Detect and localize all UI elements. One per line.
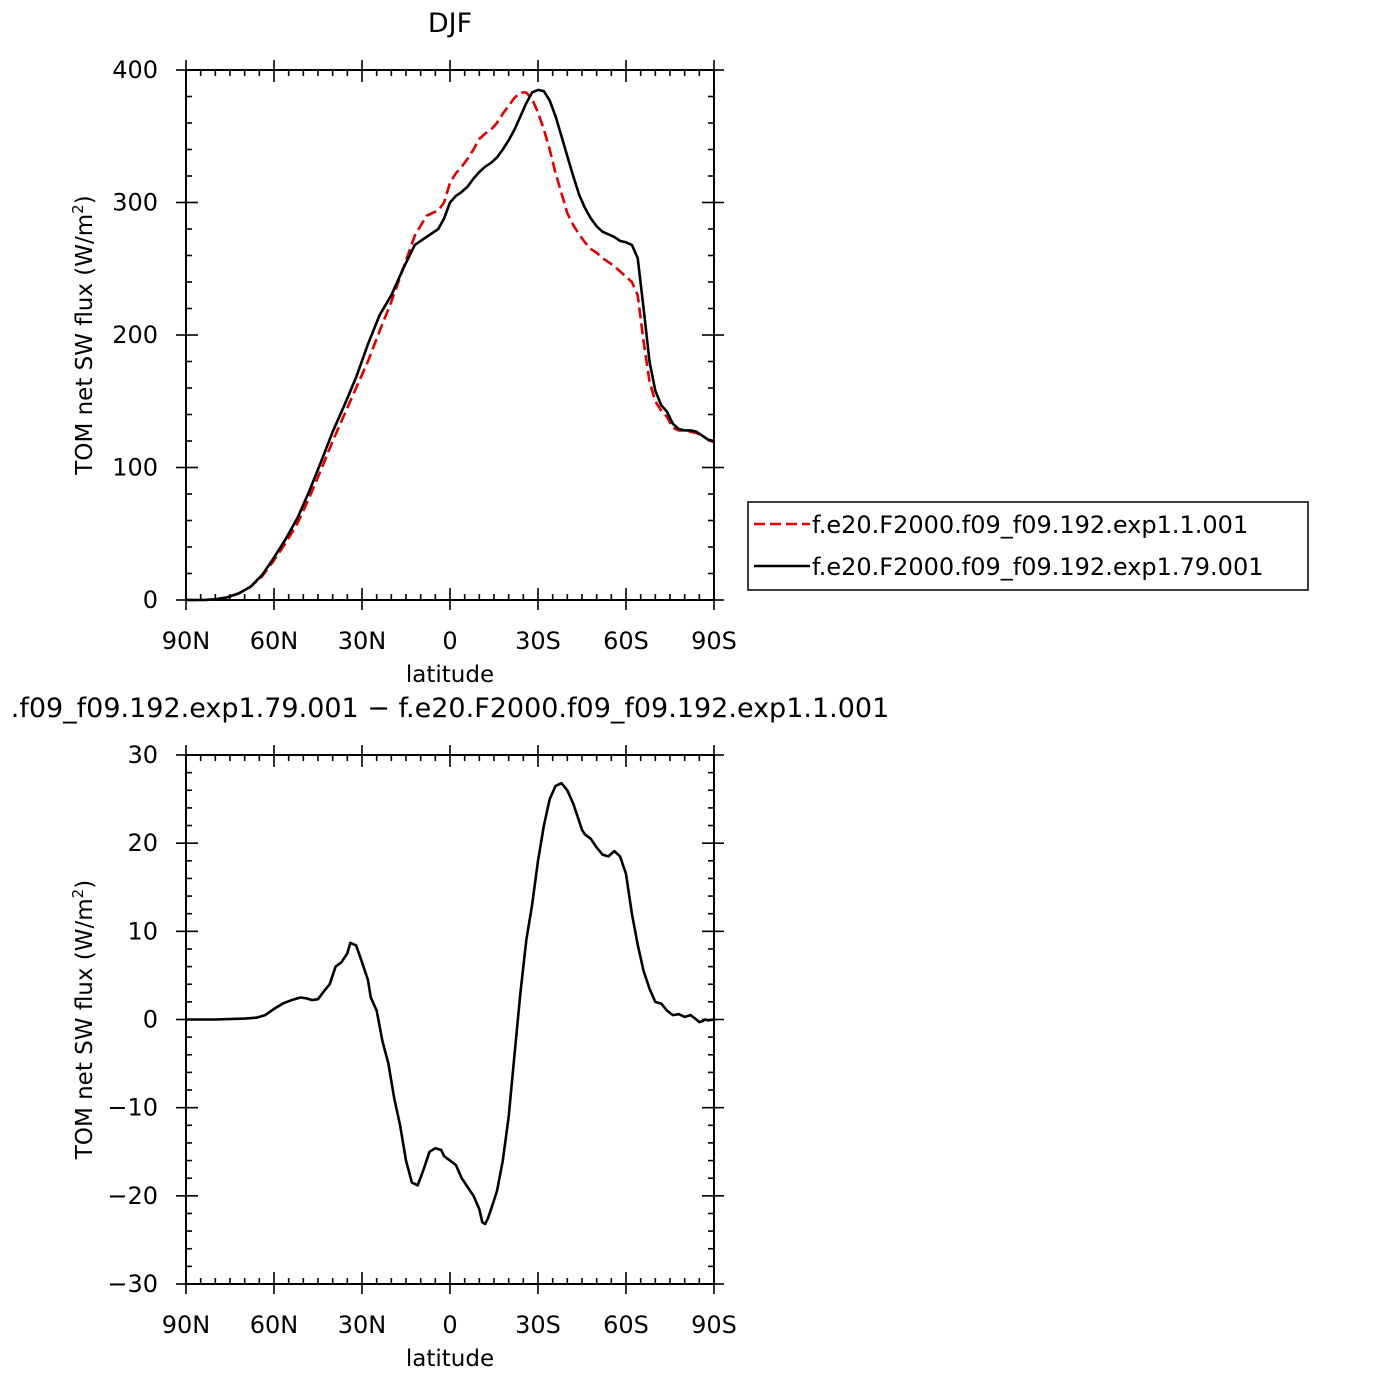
x-tick-label: 60S [603, 627, 649, 655]
y-tick-label: 200 [112, 321, 158, 349]
y-tick-label: 100 [112, 454, 158, 482]
y-axis-label: TOM net SW flux (W/m2) [69, 880, 98, 1160]
y-tick-label: −10 [107, 1094, 158, 1122]
y-tick-label: 0 [143, 1006, 158, 1034]
x-axis-label: latitude [406, 1346, 494, 1372]
x-tick-label: 0 [442, 627, 457, 655]
y-tick-label: 400 [112, 56, 158, 84]
chart-title: DJF [428, 8, 472, 39]
x-tick-label: 90S [691, 627, 737, 655]
x-tick-label: 90N [162, 627, 211, 655]
chart-title: .f09_f09.192.exp1.79.001 − f.e20.F2000.f… [11, 693, 890, 724]
top-plot: 90N 60N 30N 0 30S 60S 90S 0 100 200 300 400 DJF latit… [69, 8, 1309, 688]
x-axis-label: latitude [406, 662, 494, 688]
plot-frame [185, 69, 715, 601]
y-tick-label: 10 [127, 917, 158, 945]
legend: f.e20.F2000.f09_f09.192.exp1.1.001 f.e20.… [747, 501, 1309, 591]
x-tick-label: 30N [338, 1311, 387, 1339]
x-tick-label: 90S [691, 1311, 737, 1339]
plot-frame [185, 754, 715, 1285]
series-line-1 [186, 781, 715, 1226]
x-tick-label: 60N [250, 627, 299, 655]
x-tick-label: 0 [442, 1311, 457, 1339]
y-tick-label: 0 [143, 586, 158, 614]
legend-label-1: f.e20.F2000.f09_f09.192.exp1.1.001 [812, 511, 1248, 539]
y-tick-label: −30 [107, 1270, 158, 1298]
y-tick-label: 30 [127, 741, 158, 769]
legend-box [747, 501, 1309, 591]
y-axis-label: TOM net SW flux (W/m2) [69, 195, 98, 475]
y-tick-label: 20 [127, 829, 158, 857]
bottom-plot: 90N 60N 30N 0 30S 60S 90S −30 −20 −10 0 10 20 30 .f09_… [11, 693, 890, 1372]
x-tick-label: 60N [250, 1311, 299, 1339]
x-tick-label: 30S [515, 1311, 561, 1339]
x-tick-label: 30S [515, 627, 561, 655]
x-tick-label: 90N [162, 1311, 211, 1339]
series-line-1 [186, 91, 715, 602]
legend-label-2: f.e20.F2000.f09_f09.192.exp1.79.001 [812, 553, 1263, 581]
x-tick-label: 30N [338, 627, 387, 655]
y-tick-label: 300 [112, 189, 158, 217]
series-line-2 [186, 88, 715, 602]
y-tick-label: −20 [107, 1182, 158, 1210]
x-tick-label: 60S [603, 1311, 649, 1339]
